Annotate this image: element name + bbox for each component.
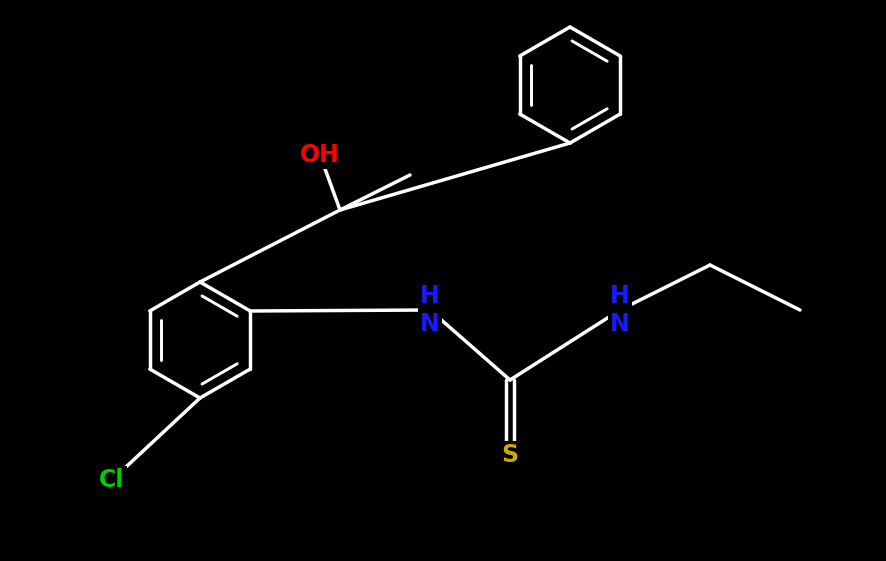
Text: H
N: H N [420,284,439,336]
Text: S: S [501,443,518,467]
Text: H
N: H N [610,284,630,336]
Text: OH: OH [300,143,340,167]
Text: Cl: Cl [99,468,125,492]
